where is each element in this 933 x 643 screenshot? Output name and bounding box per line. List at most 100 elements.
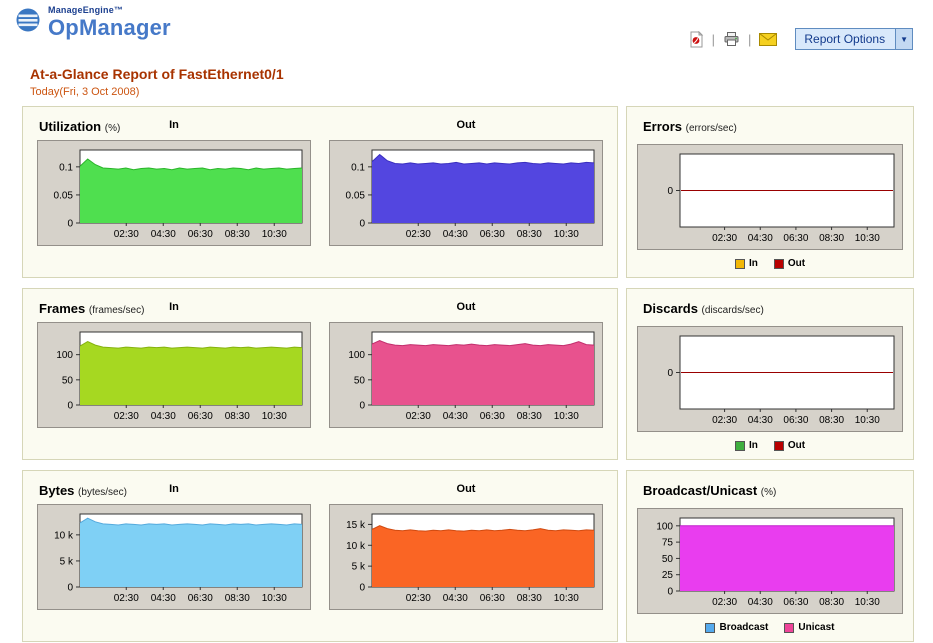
svg-text:02:30: 02:30: [114, 593, 139, 604]
svg-text:08:30: 08:30: [225, 229, 250, 240]
legend-swatch: [734, 258, 745, 269]
svg-text:04:30: 04:30: [748, 415, 773, 426]
legend-swatch: [773, 440, 784, 451]
legend-label: In: [748, 440, 758, 451]
panel-unit: (%): [104, 123, 121, 134]
email-icon[interactable]: [759, 32, 778, 46]
svg-text:0.05: 0.05: [54, 190, 74, 201]
panel-title-text: Bytes: [39, 483, 75, 498]
brand-manageengine: ManageEngine™: [48, 5, 124, 15]
legend-item: Out: [773, 440, 806, 451]
chart-bytes-in: 0 5 k 10 k 02:30 04:30 06:30 08:30 10:30: [37, 504, 311, 610]
legend-label: Broadcast: [719, 622, 769, 633]
chart-label-out: Out: [456, 119, 476, 131]
legend-swatch: [784, 622, 795, 633]
svg-text:10:30: 10:30: [262, 411, 287, 422]
panel-title-text: Broadcast/Unicast: [643, 483, 758, 498]
svg-text:10:30: 10:30: [855, 233, 880, 244]
legend-item: Broadcast: [705, 622, 768, 633]
panel-unit: (%): [760, 487, 777, 498]
svg-text:02:30: 02:30: [406, 229, 431, 240]
svg-text:04:30: 04:30: [151, 229, 176, 240]
chart-errors: 0 02:30 04:30 06:30 08:30 10:30: [637, 144, 903, 250]
svg-text:50: 50: [62, 375, 74, 386]
svg-text:5 k: 5 k: [352, 562, 366, 573]
svg-text:0: 0: [359, 583, 365, 594]
svg-text:02:30: 02:30: [406, 411, 431, 422]
svg-text:75: 75: [662, 538, 674, 549]
header-actions: | | Report Options ▼: [688, 28, 913, 50]
svg-text:10:30: 10:30: [855, 415, 880, 426]
print-icon[interactable]: [723, 31, 740, 47]
svg-text:06:30: 06:30: [480, 593, 505, 604]
legend-label: In: [748, 258, 758, 269]
svg-text:02:30: 02:30: [406, 593, 431, 604]
svg-text:02:30: 02:30: [114, 411, 139, 422]
panel-title-utilization: Utilization (%): [39, 119, 120, 134]
chart-frames-in: 0 50 100 02:30 04:30 06:30 08:30 10:30: [37, 322, 311, 428]
legend-item: Unicast: [784, 622, 835, 633]
svg-text:08:30: 08:30: [819, 233, 844, 244]
svg-text:08:30: 08:30: [517, 593, 542, 604]
svg-text:15 k: 15 k: [346, 520, 366, 531]
report-title-block: At-a-Glance Report of FastEthernet0/1 To…: [30, 66, 933, 98]
chart-bytes-out: 0 5 k 10 k 15 k 02:30 04:30 06:30 08:30 10:30: [329, 504, 603, 610]
svg-text:04:30: 04:30: [443, 593, 468, 604]
svg-text:5 k: 5 k: [60, 556, 74, 567]
svg-text:02:30: 02:30: [712, 597, 737, 608]
svg-text:02:30: 02:30: [114, 229, 139, 240]
legend-swatch: [773, 258, 784, 269]
legend-discards: In Out: [734, 440, 806, 451]
svg-text:02:30: 02:30: [712, 415, 737, 426]
svg-text:06:30: 06:30: [188, 411, 213, 422]
panel-title-text: Discards: [643, 301, 698, 316]
panel-title-text: Errors: [643, 119, 683, 134]
svg-text:100: 100: [56, 350, 73, 361]
svg-text:06:30: 06:30: [188, 593, 213, 604]
svg-text:06:30: 06:30: [480, 411, 505, 422]
svg-text:10:30: 10:30: [554, 229, 579, 240]
svg-text:06:30: 06:30: [783, 415, 808, 426]
chevron-down-icon: ▼: [895, 29, 912, 49]
legend-label: Out: [787, 258, 806, 269]
svg-text:100: 100: [656, 521, 673, 532]
panel-title-text: Utilization: [39, 119, 102, 134]
svg-text:02:30: 02:30: [712, 233, 737, 244]
svg-text:04:30: 04:30: [748, 233, 773, 244]
row-frames-discards: Frames (frames/sec) In 0 50 100 02:30 04:30 0…: [22, 288, 914, 460]
panel-title-broadcast-unicast: Broadcast/Unicast (%): [643, 483, 776, 498]
svg-text:04:30: 04:30: [151, 411, 176, 422]
svg-text:04:30: 04:30: [443, 229, 468, 240]
export-pdf-icon[interactable]: [688, 30, 704, 48]
svg-text:04:30: 04:30: [443, 411, 468, 422]
report-title: At-a-Glance Report of FastEthernet0/1: [30, 66, 284, 82]
chart-broadcast-unicast: 0 25 50 75 100 02:30 04:30 06:30 08:30 10:30: [637, 508, 903, 614]
svg-text:08:30: 08:30: [819, 415, 844, 426]
svg-text:10:30: 10:30: [262, 229, 287, 240]
legend-item: In: [734, 258, 758, 269]
svg-text:0: 0: [359, 219, 365, 230]
svg-text:50: 50: [354, 375, 366, 386]
chart-label-in: In: [169, 483, 179, 495]
svg-text:0: 0: [667, 587, 673, 598]
panel-unit: (bytes/sec): [78, 487, 127, 498]
legend-item: In: [734, 440, 758, 451]
svg-text:06:30: 06:30: [480, 229, 505, 240]
legend-errors: In Out: [734, 258, 806, 269]
svg-text:0: 0: [667, 186, 673, 197]
panel-unit: (frames/sec): [88, 305, 145, 316]
report-options-dropdown[interactable]: Report Options ▼: [795, 28, 913, 50]
svg-text:08:30: 08:30: [517, 411, 542, 422]
report-date: Today(Fri, 3 Oct 2008): [30, 86, 140, 98]
chart-utilization-out: 0 0.05 0.1 02:30 04:30 06:30 08:30 10:30: [329, 140, 603, 246]
panel-unit: (discards/sec): [701, 305, 764, 316]
svg-text:10:30: 10:30: [554, 411, 579, 422]
legend-label: Out: [787, 440, 806, 451]
row-utilization-errors: Utilization (%) In 0 0.05 0.1 02:30 04:30 06:…: [22, 106, 914, 278]
legend-label: Unicast: [798, 622, 835, 633]
svg-text:0.05: 0.05: [346, 190, 366, 201]
svg-text:10 k: 10 k: [346, 541, 366, 552]
panel-unit: (errors/sec): [685, 123, 737, 134]
